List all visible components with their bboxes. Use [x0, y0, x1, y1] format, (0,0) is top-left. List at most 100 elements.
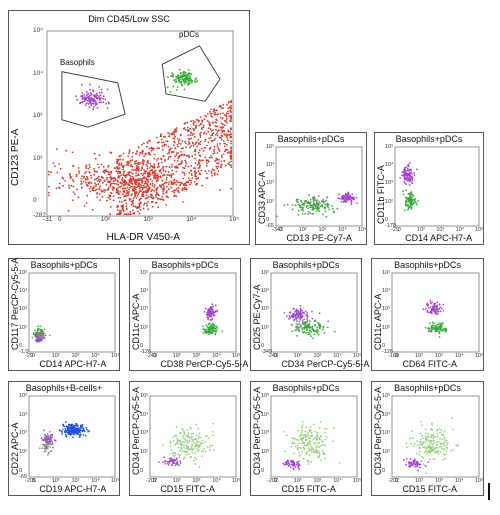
data-point [194, 78, 197, 81]
plot-axes [391, 272, 480, 353]
data-point [109, 213, 111, 216]
data-point [213, 145, 216, 148]
data-point [164, 159, 167, 161]
data-point [419, 451, 421, 453]
data-point [202, 150, 205, 152]
x-tick-label: 0 [273, 478, 277, 484]
data-point [211, 317, 214, 320]
data-point [205, 160, 208, 163]
data-point [165, 144, 167, 146]
data-point [318, 207, 320, 210]
x-tick-label: 10⁴ [333, 353, 342, 359]
data-point [72, 180, 75, 183]
data-point [312, 198, 314, 201]
data-series [283, 421, 341, 466]
data-point [324, 203, 327, 206]
data-point [214, 330, 216, 332]
data-point [289, 466, 292, 468]
data-point [157, 147, 160, 150]
data-point [99, 99, 101, 101]
data-point [107, 196, 110, 199]
y-tick-label: 10⁵ [33, 27, 43, 34]
data-point [127, 188, 130, 191]
data-point [98, 178, 100, 181]
data-point [431, 321, 434, 324]
data-point [195, 438, 198, 441]
x-tick-label: 10⁴ [333, 478, 342, 484]
data-point [230, 160, 233, 163]
data-point [432, 443, 434, 446]
data-series [38, 430, 55, 456]
data-point [202, 450, 205, 453]
data-point [194, 170, 196, 172]
data-point [322, 213, 324, 216]
data-point [325, 199, 328, 202]
scatter-plot [28, 395, 116, 478]
data-point [68, 184, 70, 187]
data-point [156, 136, 158, 139]
data-point [142, 186, 145, 189]
data-point [98, 180, 101, 183]
data-point [340, 200, 343, 203]
data-point [425, 447, 428, 450]
data-point [120, 162, 123, 165]
data-point [212, 122, 215, 124]
data-point [406, 167, 409, 170]
data-point [96, 177, 99, 179]
y-axis-label: CD34 PerCP-Cy5-5-A [373, 386, 383, 475]
data-point [176, 138, 179, 140]
data-point [219, 142, 222, 145]
y-tick-label: 10³ [33, 112, 43, 120]
data-point [48, 170, 50, 173]
x-tick-label: 10² [51, 353, 60, 359]
data-point [177, 140, 180, 142]
data-point [175, 187, 178, 190]
data-point [97, 183, 100, 186]
data-point [436, 310, 439, 313]
data-point [415, 201, 417, 204]
data-point [89, 83, 91, 86]
data-point [194, 167, 197, 170]
data-point [88, 101, 91, 104]
data-point [189, 183, 191, 186]
data-point [214, 113, 216, 116]
x-tick-label: 10² [414, 353, 423, 359]
data-point [66, 432, 69, 434]
data-point [169, 442, 172, 444]
data-point [145, 163, 148, 166]
data-series [402, 189, 419, 212]
data-point [331, 205, 333, 207]
data-point [422, 457, 425, 460]
data-point [105, 169, 107, 171]
data-point [405, 196, 407, 199]
data-point [147, 195, 150, 198]
data-point [403, 209, 406, 212]
data-point [152, 176, 155, 179]
data-point [298, 454, 301, 457]
data-point [213, 449, 215, 451]
data-point [154, 176, 157, 178]
data-point [189, 146, 191, 149]
data-point [132, 151, 134, 154]
data-point [305, 206, 308, 208]
data-point [439, 328, 442, 331]
data-point [175, 195, 178, 198]
data-point [203, 441, 206, 443]
data-point [115, 167, 117, 170]
data-point [125, 213, 127, 216]
data-point [80, 177, 83, 180]
data-point [79, 102, 81, 105]
data-point [38, 340, 41, 343]
data-point [171, 452, 174, 454]
data-point [426, 302, 429, 305]
data-point [320, 325, 322, 328]
data-point [135, 175, 137, 177]
data-point [75, 429, 78, 431]
data-point [287, 460, 290, 463]
data-point [174, 454, 176, 457]
data-point [53, 439, 56, 441]
data-point [185, 146, 187, 149]
data-point [420, 443, 423, 446]
data-point [219, 112, 222, 115]
data-point [161, 167, 164, 170]
